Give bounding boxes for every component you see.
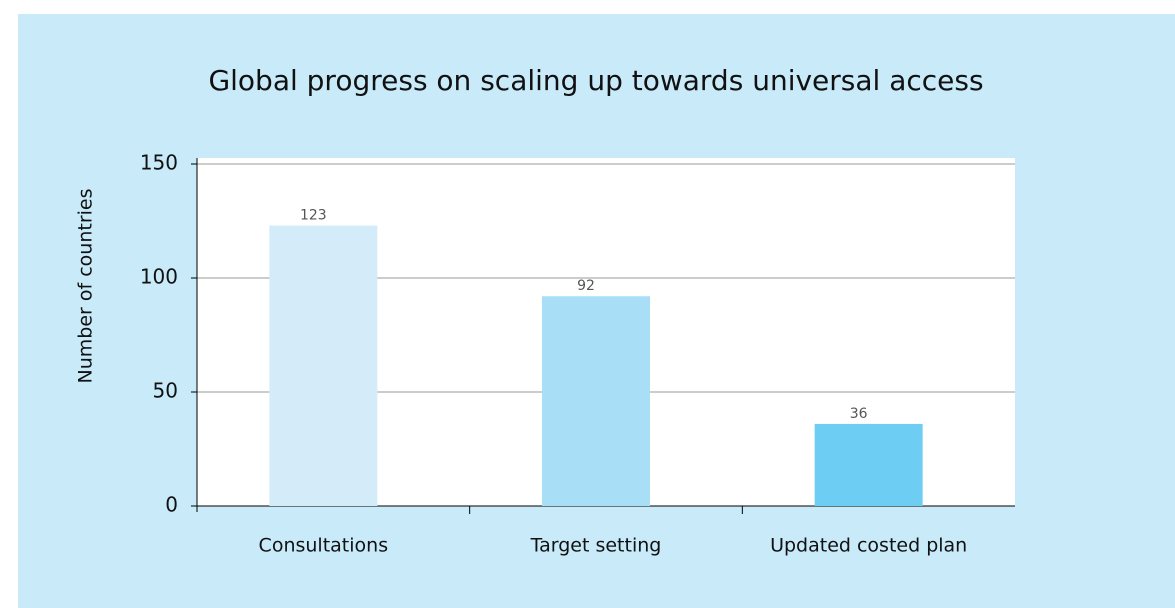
value-label: 92 (577, 278, 595, 294)
y-tick-label: 50 (153, 379, 178, 403)
x-tick-label: Consultations (259, 535, 389, 557)
x-tick-label: Updated costed plan (770, 535, 967, 557)
y-tick-label: 150 (140, 151, 178, 175)
value-label: 123 (300, 208, 327, 224)
y-tick-label: 100 (140, 265, 178, 289)
bar (542, 296, 650, 506)
value-label: 36 (850, 406, 868, 422)
chart-title: Global progress on scaling up towards un… (208, 64, 983, 97)
bar (814, 423, 923, 506)
y-tick-label: 0 (165, 493, 178, 517)
bar (269, 225, 378, 506)
x-tick-label: Target setting (530, 535, 662, 557)
y-axis-label: Number of countries (75, 188, 97, 383)
